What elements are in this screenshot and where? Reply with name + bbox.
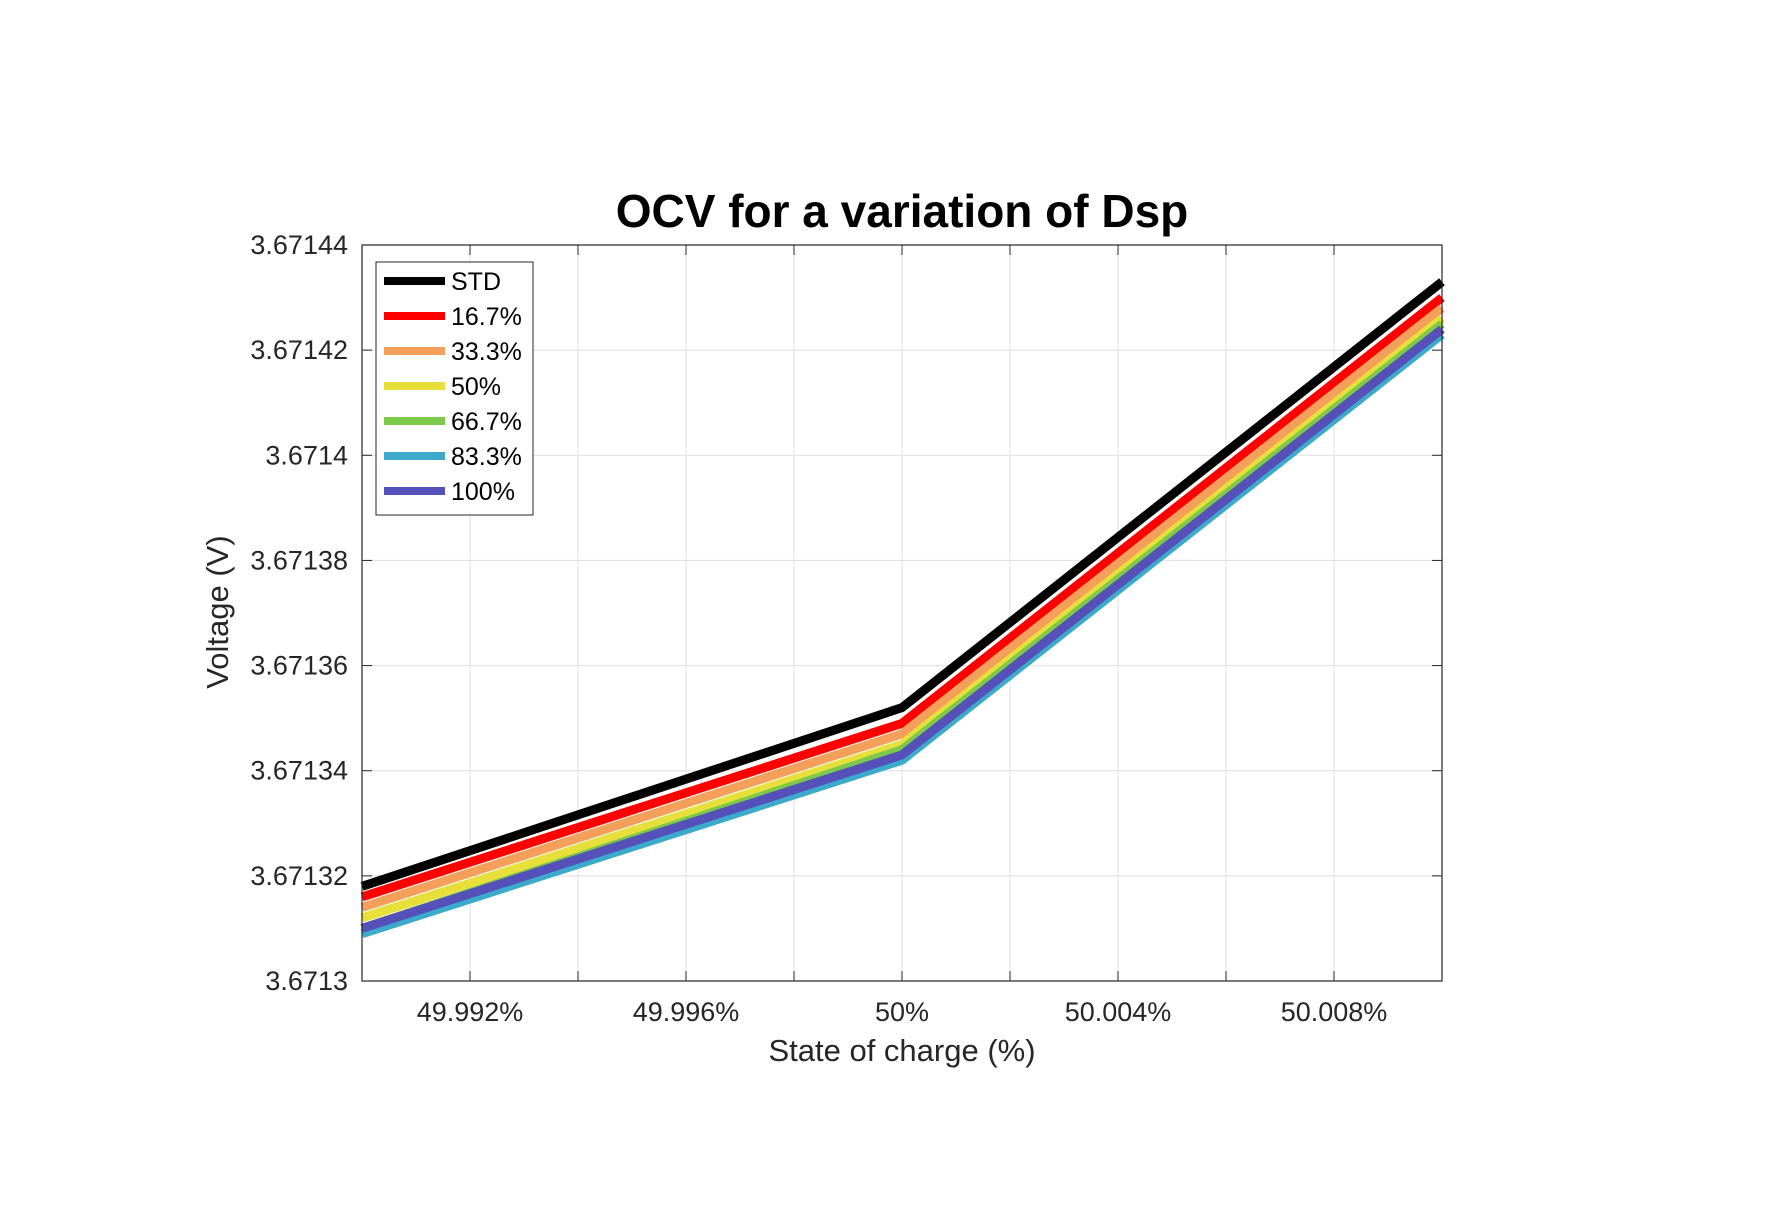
x-tick-label: 50% <box>875 997 929 1027</box>
legend-label: 66.7% <box>451 408 522 436</box>
y-axis-label: Voltage (V) <box>200 535 235 688</box>
series-line <box>360 294 1445 902</box>
series-line <box>360 278 1445 891</box>
legend-label: 100% <box>451 478 515 506</box>
x-tick-label: 50.004% <box>1065 997 1172 1027</box>
legend-label: 83.3% <box>451 443 522 471</box>
chart-title: OCV for a variation of Dsp <box>616 185 1189 237</box>
y-tick-label: 3.67142 <box>250 335 348 365</box>
y-tick-label: 3.67132 <box>250 861 348 891</box>
legend: STD 16.7% 33.3% 50% 66.7% 83.3% 100% <box>375 261 534 516</box>
y-tick-label: 3.67136 <box>250 651 348 681</box>
series-line <box>360 325 1445 933</box>
plot-area: 3.6713 3.67132 3.67134 3.67136 3.67138 3.6714… <box>250 230 1445 1027</box>
axes-box <box>361 244 1443 982</box>
x-tick-label: 49.996% <box>633 997 740 1027</box>
y-tick-label: 3.67134 <box>250 756 348 786</box>
legend-label: 33.3% <box>451 338 522 366</box>
y-tick-label: 3.6713 <box>265 966 348 996</box>
series-line <box>360 304 1445 912</box>
x-tick-label: 49.992% <box>417 997 524 1027</box>
legend-label: 50% <box>451 373 501 401</box>
y-tick-label: 3.6714 <box>265 440 348 470</box>
y-tick-label: 3.67144 <box>250 230 348 260</box>
x-axis-label: State of charge (%) <box>768 1033 1035 1068</box>
x-tick-label: 50.008% <box>1281 997 1388 1027</box>
legend-label: 16.7% <box>451 303 522 331</box>
y-tick-label: 3.67138 <box>250 545 348 575</box>
legend-label: STD <box>451 268 501 296</box>
